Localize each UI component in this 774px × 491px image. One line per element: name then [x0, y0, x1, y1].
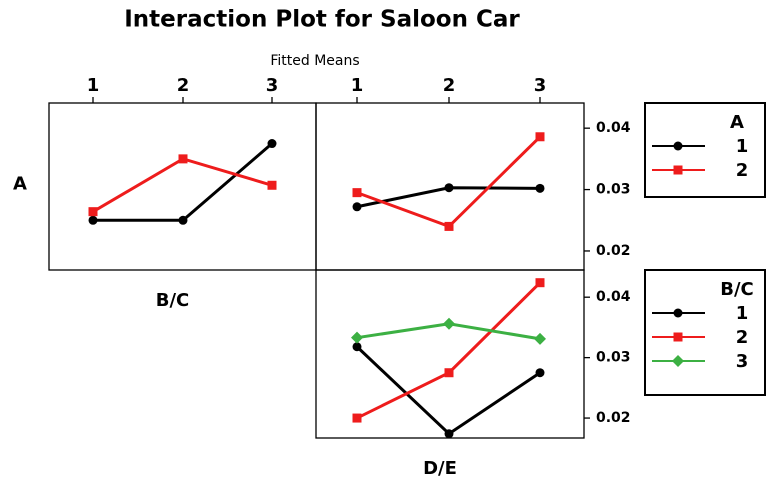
- marker: [444, 429, 454, 439]
- x-tick-label: 3: [534, 75, 547, 96]
- legend-label: 3: [736, 351, 749, 372]
- x-tick-label: 3: [266, 75, 279, 96]
- chart-title: Interaction Plot for Saloon Car: [124, 7, 520, 33]
- marker: [534, 332, 546, 345]
- y-tick-label: 0.03: [596, 182, 631, 198]
- marker: [673, 165, 683, 175]
- marker: [673, 308, 683, 318]
- legend-label: 1: [736, 136, 749, 157]
- x-tick-label: 1: [351, 75, 364, 96]
- marker: [535, 278, 545, 288]
- marker: [444, 221, 454, 231]
- x-tick-label: 2: [177, 75, 190, 96]
- y-tick-label: 0.02: [596, 243, 631, 259]
- legend-title: A: [730, 112, 744, 133]
- marker: [673, 141, 683, 151]
- y-tick-label: 0.04: [596, 120, 631, 136]
- marker: [535, 183, 545, 193]
- marker: [535, 368, 545, 378]
- chart-subtitle: Fitted Means: [270, 53, 359, 69]
- x-axis-label: B/C: [156, 290, 190, 311]
- marker: [352, 342, 362, 352]
- marker: [351, 331, 363, 344]
- y-tick-label: 0.02: [596, 410, 631, 426]
- x-tick-label: 2: [443, 75, 456, 96]
- series-line: [356, 281, 542, 420]
- panel-frame: [315, 269, 585, 439]
- marker: [267, 180, 277, 190]
- legend-box: [644, 102, 766, 198]
- marker: [352, 413, 362, 423]
- marker: [178, 215, 188, 225]
- marker: [535, 132, 545, 142]
- marker: [88, 207, 98, 217]
- legend-title: B/C: [720, 279, 754, 300]
- legend-label: 1: [736, 303, 749, 324]
- marker: [352, 188, 362, 198]
- y-tick-label: 0.03: [596, 350, 631, 366]
- y-tick-label: 0.04: [596, 289, 631, 305]
- marker: [352, 202, 362, 212]
- x-tick-label: 1: [87, 75, 100, 96]
- series-line: [355, 345, 541, 436]
- marker: [178, 154, 188, 164]
- marker: [673, 332, 683, 342]
- x-axis-label: D/E: [423, 458, 457, 479]
- series-line: [356, 135, 542, 229]
- marker: [267, 139, 277, 149]
- legend-label: 2: [736, 327, 749, 348]
- legend-label: 2: [736, 160, 749, 181]
- marker: [672, 355, 684, 367]
- marker: [444, 368, 454, 378]
- marker: [88, 215, 98, 225]
- legend-box: [644, 269, 766, 396]
- marker: [443, 317, 455, 330]
- y-axis-label: A: [13, 174, 27, 195]
- marker: [444, 183, 454, 193]
